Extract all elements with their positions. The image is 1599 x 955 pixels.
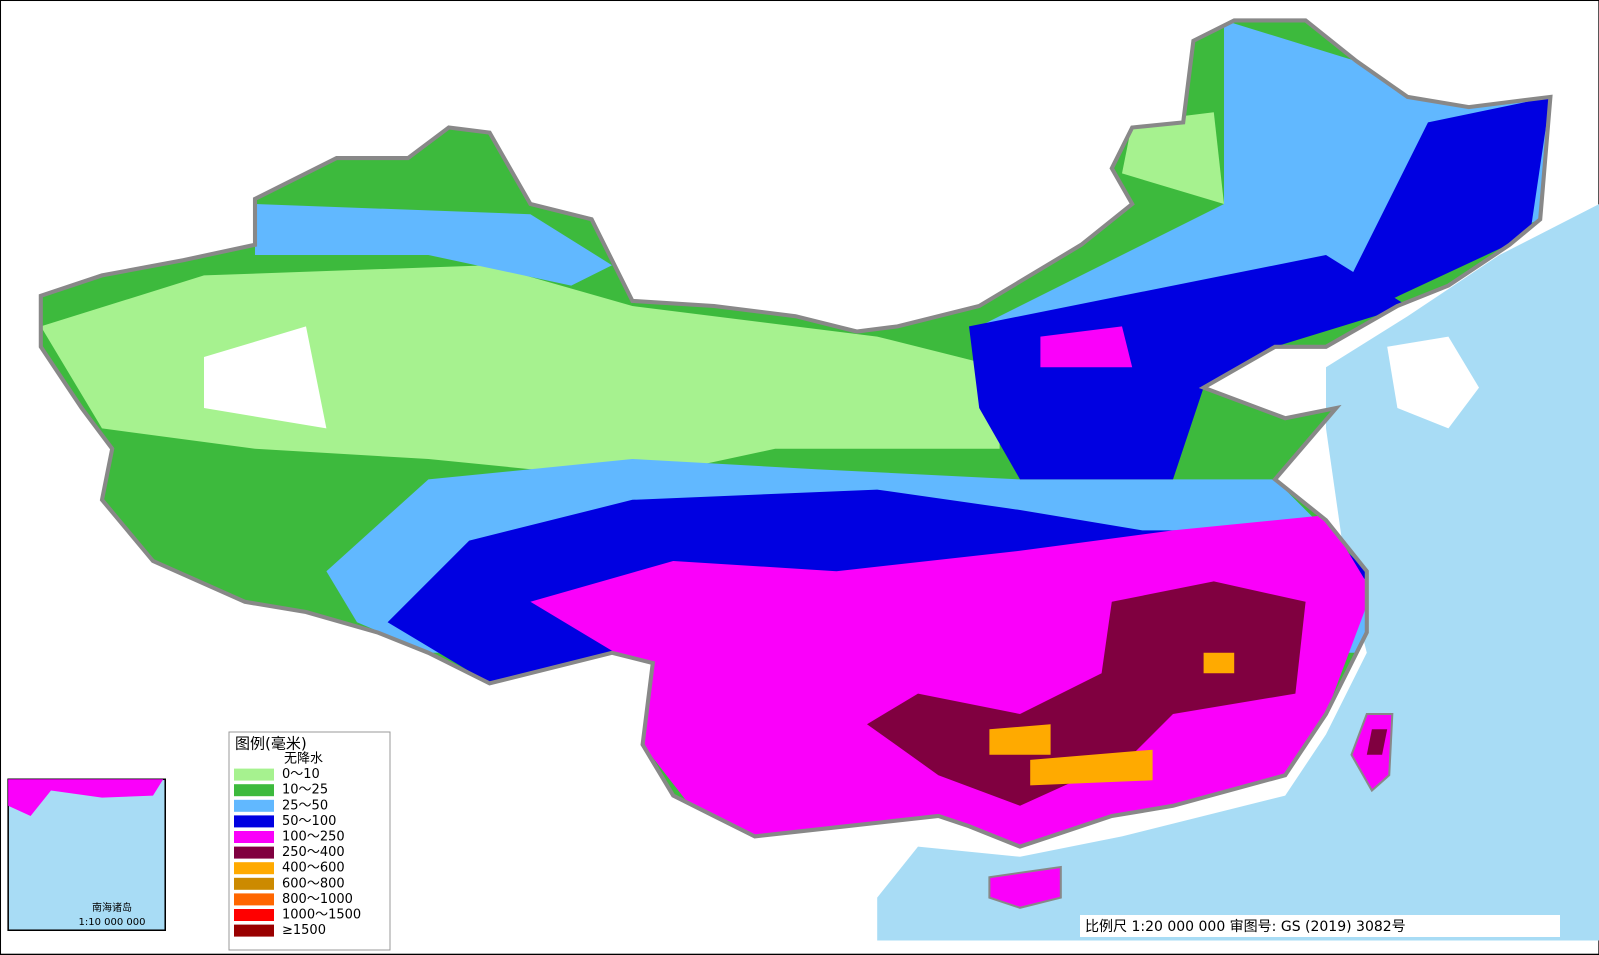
legend-label: 25～50 [282, 798, 328, 813]
legend-label: 10～25 [282, 783, 328, 798]
legend-label: 50～100 [282, 814, 336, 829]
legend-swatch [234, 924, 274, 937]
inset-label: 南海诸岛 [92, 901, 132, 914]
footer-scale: 比例尺 1:20 000 000 审图号: GS (2019) 3082号 [1085, 919, 1406, 935]
legend-swatch [234, 909, 274, 921]
legend-swatch [234, 768, 274, 781]
legend-swatch [234, 893, 274, 906]
legend-swatch [234, 831, 274, 843]
legend-title: 图例(毫米) [235, 735, 307, 753]
legend-label: 1000～1500 [282, 908, 361, 923]
legend: 图例(毫米) 无降水0～1010～2525～5050～100100～250250… [228, 731, 391, 951]
taiwan-core [1366, 729, 1388, 755]
korea [1387, 336, 1479, 429]
legend-label: 0～10 [282, 767, 320, 782]
legend-swatch [234, 877, 274, 890]
legend-swatch [234, 784, 274, 797]
legend-label: ≥1500 [282, 923, 326, 938]
inset-coast [8, 779, 164, 816]
inset-scale: 1:10 000 000 [79, 917, 146, 928]
hainan [988, 865, 1062, 909]
legend-label: 800～1000 [282, 892, 353, 907]
legend-label: 100～250 [282, 830, 345, 845]
legend-label: 无降水 [284, 752, 323, 767]
legend-swatch [234, 815, 274, 828]
legend-label: 250～400 [282, 845, 345, 860]
legend-swatch [234, 846, 274, 859]
legend-label: 600～800 [282, 876, 345, 891]
footer-bg [1080, 915, 1560, 937]
legend-swatch [234, 862, 274, 875]
legend-swatch [234, 799, 274, 812]
legend-label: 400～600 [282, 861, 345, 876]
